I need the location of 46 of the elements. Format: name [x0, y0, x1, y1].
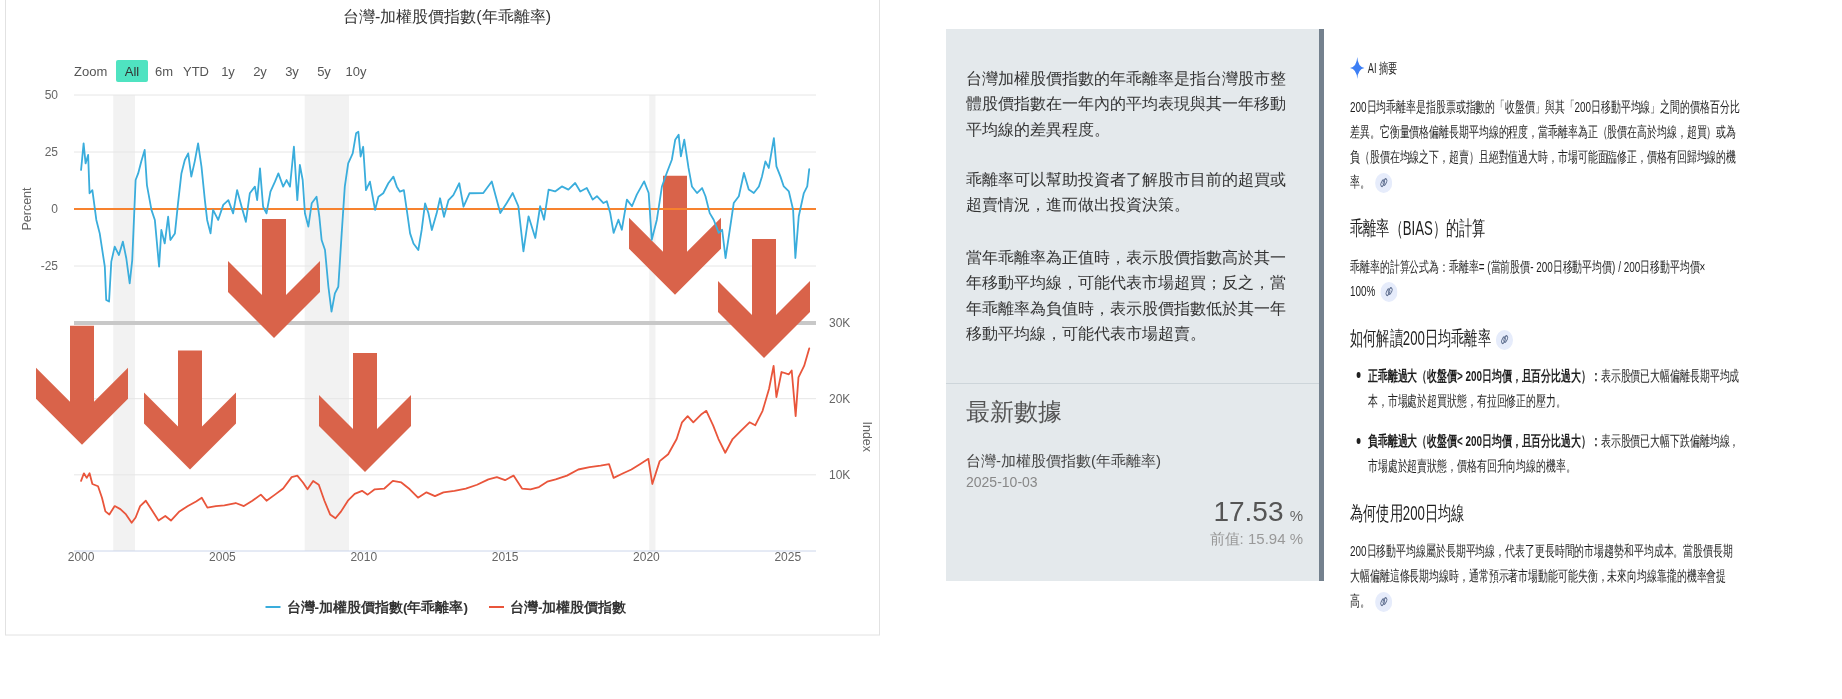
text: 6m — [154, 63, 174, 79]
text: 3y — [285, 63, 300, 79]
text: 2y — [253, 63, 268, 79]
legend-label: 台灣-加權股價指數 — [510, 599, 628, 615]
legend-label: 台灣-加權股價指數(年乖離率) — [286, 599, 468, 615]
text: 台灣-加權股價指數(年乖離率) — [966, 452, 1161, 469]
y2-tick-label: 30K — [829, 315, 851, 330]
text: 最新數據 — [966, 397, 1062, 425]
text: All — [124, 63, 140, 79]
y2-tick-label: 10K — [829, 467, 851, 482]
text: 乖離率可以幫助投資者了解股市目前的超買或超賣情況，進而做出投資決策。 — [966, 170, 1286, 213]
text: 5y — [317, 63, 332, 79]
text: AI 摘要 — [1367, 60, 1398, 77]
x-tick-label: 2010 — [350, 550, 378, 564]
y-tick-label: 50 — [44, 88, 59, 102]
text: 為何使用200日均線 — [1350, 501, 1465, 524]
text: 200日均乖離率是指股票或指數的「收盤價」與其「200日移動平均線」之間的價格百分比差異。它衡量價格偏離長期平均線的程度，當乖離率為正（股價在高於均線，超買）或為負（股價在均線之下，超賣）且絕對值過大時，市場可能面臨修正，價格有回歸均線的機率。 — [1350, 98, 1740, 191]
x-tick-label: 2005 — [209, 550, 237, 564]
text: 200日移動平均線屬於長期平均線，代表了更長時間的市場趨勢和平均成本。當股價長期大幅偏離這條長期均線時，通常預示著市場動能可能失衡，未來向均線靠攏的機率會提高。 — [1350, 541, 1733, 609]
text: Zoom — [74, 63, 108, 79]
text: 乖離率（BIAS）的計算 — [1350, 217, 1486, 239]
line-series — [80, 130, 811, 313]
chart-title: 台灣-加權股價指數(年乖離率) — [343, 8, 551, 25]
text: 當年乖離率為正值時，表示股價指數高於其一年移動平均線，可能代表市場超買；反之，當年乖離率為負值時，表示股價指數低於其一年移動平均線，可能代表市場超賣。 — [966, 248, 1286, 342]
y2-tick-label: 20K — [829, 391, 851, 406]
text: 如何解讀200日均乖離率 — [1350, 327, 1491, 349]
x-tick-label: 2020 — [633, 550, 661, 564]
y-tick-label: -25 — [40, 259, 59, 273]
line-series — [80, 347, 811, 524]
text: 1y — [221, 63, 236, 79]
text: 負乖離過大（收盤價< 200日均價，且百分比過大）： — [1367, 432, 1601, 449]
text: YTD — [183, 63, 209, 79]
text: 台灣加權股價指數的年乖離率是指台灣股市整體股價指數在一年內的平均表現與其一年移動平均線的差異程度。 — [966, 69, 1286, 138]
text: 正乖離過大（收盤價> 200日均價，且百分比過大）： — [1367, 366, 1601, 384]
text: 2025-10-03 — [966, 474, 1038, 490]
y-tick-label: 25 — [44, 145, 59, 159]
text: 前值: 15.94 % — [1209, 530, 1303, 547]
y2-axis-title: Index — [859, 421, 874, 453]
y-axis-title: Percent — [20, 186, 35, 231]
y-tick-label: 0 — [51, 202, 59, 216]
x-tick-label: 2015 — [491, 550, 519, 564]
x-tick-label: 2025 — [774, 550, 802, 564]
text: 乖離率的計算公式為：乖離率= (當前股價- 200日移動平均價) / 200日移動平均價× 100% — [1350, 257, 1706, 299]
x-tick-label: 2000 — [67, 550, 95, 564]
text: 17.53 % — [1213, 496, 1303, 527]
text: 10y — [345, 63, 367, 79]
